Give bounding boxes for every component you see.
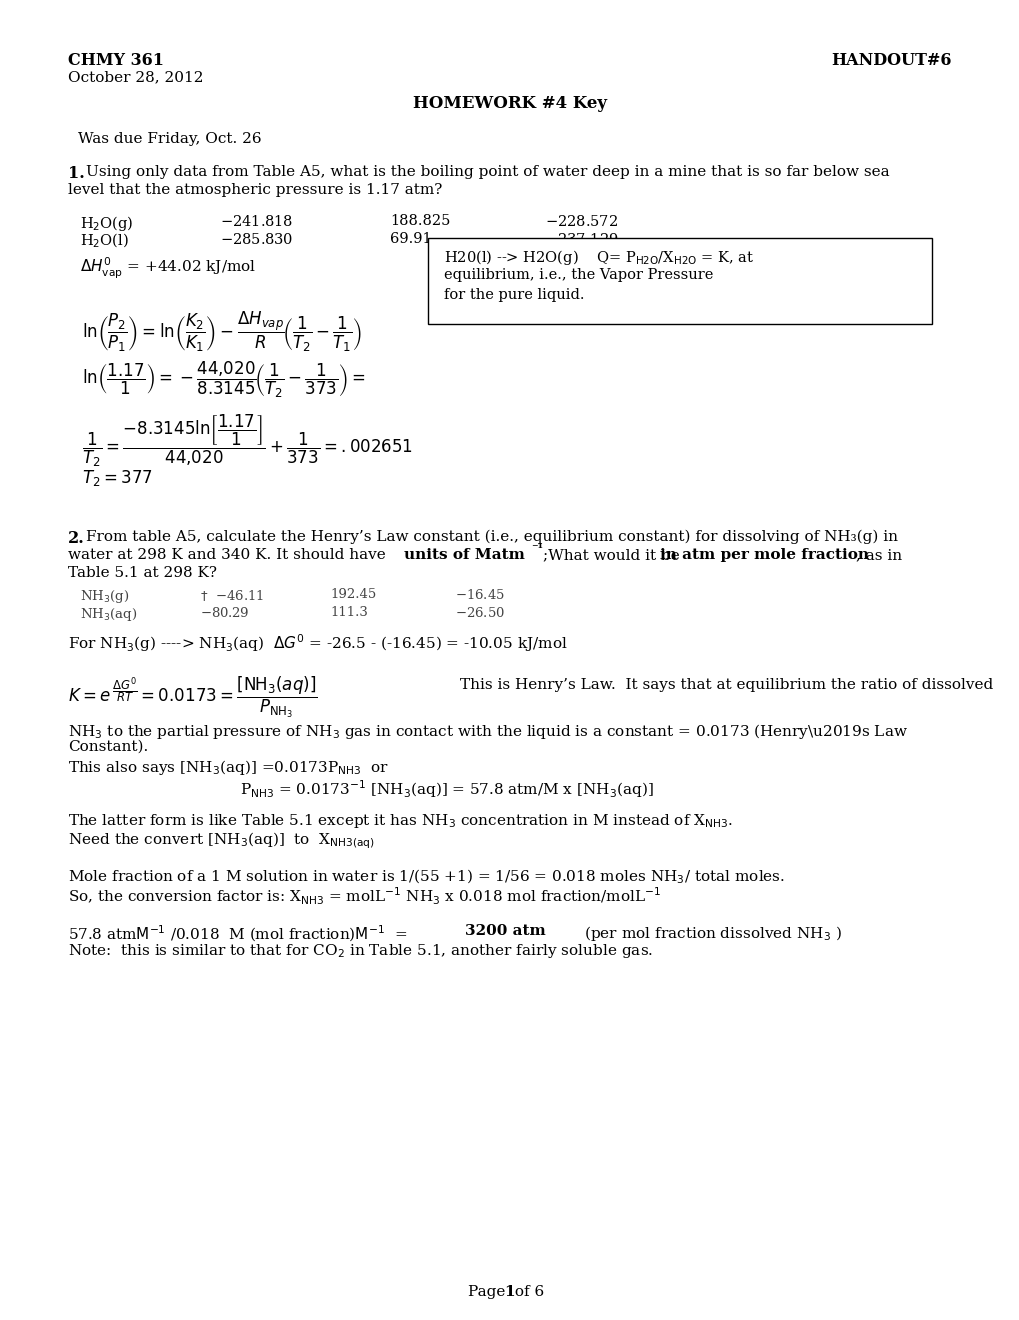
Text: This also says [NH$_3$(aq)] =0.0173P$_{\mathrm{NH3}}$  or: This also says [NH$_3$(aq)] =0.0173P$_{\… [68, 758, 388, 777]
Text: 188.825: 188.825 [389, 214, 450, 228]
Text: 1.: 1. [68, 165, 85, 182]
Text: $\ln\!\left(\dfrac{P_2}{P_1}\right) = \ln\!\left(\dfrac{K_2}{K_1}\right) - \dfra: $\ln\!\left(\dfrac{P_2}{P_1}\right) = \l… [82, 310, 362, 354]
Text: $\dagger$  $-$46.11: $\dagger$ $-$46.11 [200, 587, 264, 603]
Text: Mole fraction of a 1 M solution in water is 1/(55 +1) = 1/56 = 0.018 moles NH$_3: Mole fraction of a 1 M solution in water… [68, 869, 785, 887]
Text: $-$237.129: $-$237.129 [544, 232, 618, 247]
Text: units of Matm: units of Matm [404, 548, 525, 562]
Text: Constant).: Constant). [68, 741, 148, 754]
Text: $K = e^{\,\dfrac{\Delta G^0}{RT}} = 0.0173 = \dfrac{[\mathrm{NH}_3(aq)]}{P_{\mat: $K = e^{\,\dfrac{\Delta G^0}{RT}} = 0.01… [68, 675, 317, 721]
Text: H$_2$O(g): H$_2$O(g) [79, 214, 133, 234]
Text: So, the conversion factor is: X$_{\mathrm{NH3}}$ = molL$^{-1}$ NH$_3$ x 0.018 mo: So, the conversion factor is: X$_{\mathr… [68, 886, 660, 907]
Text: 3200 atm: 3200 atm [465, 924, 545, 939]
Text: of 6: of 6 [510, 1284, 544, 1299]
Text: $\dfrac{1}{T_2} = \dfrac{-8.3145\ln\!\left[\dfrac{1.17}{1}\right]}{44{,}020} + \: $\dfrac{1}{T_2} = \dfrac{-8.3145\ln\!\le… [82, 413, 413, 470]
Text: NH$_3$(g): NH$_3$(g) [79, 587, 129, 605]
Text: H20(l) --> H2O(g)    Q= P$_{\mathrm{H2O}}$/X$_{\mathrm{H2O}}$ = K, at: H20(l) --> H2O(g) Q= P$_{\mathrm{H2O}}$/… [443, 248, 754, 267]
Text: For NH$_3$(g) ----> NH$_3$(aq)  $\Delta G^0$ = -26.5 - (-16.45) = -10.05 kJ/mol: For NH$_3$(g) ----> NH$_3$(aq) $\Delta G… [68, 632, 568, 653]
Text: Need the convert [NH$_3$(aq)]  to  X$_{\mathrm{NH3(aq)}}$: Need the convert [NH$_3$(aq)] to X$_{\ma… [68, 830, 375, 850]
Text: $-$285.830: $-$285.830 [220, 232, 293, 247]
Text: 1: 1 [504, 1284, 515, 1299]
Text: The latter form is like Table 5.1 except it has NH$_3$ concentration in M instea: The latter form is like Table 5.1 except… [68, 812, 733, 830]
Text: 69.91: 69.91 [389, 232, 431, 246]
Text: for the pure liquid.: for the pure liquid. [443, 288, 584, 302]
Text: $-$241.818: $-$241.818 [220, 214, 293, 228]
Text: 2.: 2. [68, 531, 85, 546]
Text: Page: Page [468, 1284, 510, 1299]
Text: equilibrium, i.e., the Vapor Pressure: equilibrium, i.e., the Vapor Pressure [443, 268, 712, 282]
Text: level that the atmospheric pressure is 1.17 atm?: level that the atmospheric pressure is 1… [68, 183, 442, 197]
Text: $-$16.45: $-$16.45 [454, 587, 504, 602]
Text: From table A5, calculate the Henry’s Law constant (i.e., equilibrium constant) f: From table A5, calculate the Henry’s Law… [86, 531, 897, 544]
Text: in atm per mole fraction: in atm per mole fraction [659, 548, 868, 562]
Text: 57.8 atm$\mathrm{M}^{-1}$ /0.018  M (mol fraction)$\mathrm{M}^{-1}$  =: 57.8 atm$\mathrm{M}^{-1}$ /0.018 M (mol … [68, 924, 409, 944]
Text: $\ln\!\left(\dfrac{1.17}{1}\right) = -\dfrac{44{,}020}{8.3145}\!\left(\dfrac{1}{: $\ln\!\left(\dfrac{1.17}{1}\right) = -\d… [82, 360, 366, 400]
Text: Was due Friday, Oct. 26: Was due Friday, Oct. 26 [77, 132, 261, 147]
Text: $\Delta H^0_{\mathrm{vap}}$ = +44.02 kJ/mol: $\Delta H^0_{\mathrm{vap}}$ = +44.02 kJ/… [79, 256, 256, 281]
Text: P$_{\mathrm{NH3}}$ = 0.0173$^{-1}$ [NH$_3$(aq)] = 57.8 atm/M x [NH$_3$(aq)]: P$_{\mathrm{NH3}}$ = 0.0173$^{-1}$ [NH$_… [239, 777, 653, 800]
Text: , as in: , as in [855, 548, 901, 562]
FancyBboxPatch shape [428, 238, 931, 323]
Text: HOMEWORK #4 Key: HOMEWORK #4 Key [413, 95, 606, 112]
Text: This is Henry’s Law.  It says that at equilibrium the ratio of dissolved: This is Henry’s Law. It says that at equ… [460, 678, 993, 692]
Text: $T_2 = 377$: $T_2 = 377$ [82, 469, 153, 488]
Text: H$_2$O(l): H$_2$O(l) [79, 232, 128, 251]
Text: NH$_3$(aq): NH$_3$(aq) [79, 606, 138, 623]
Text: ;What would it be: ;What would it be [542, 548, 684, 562]
Text: Table 5.1 at 298 K?: Table 5.1 at 298 K? [68, 566, 217, 579]
Text: 111.3: 111.3 [330, 606, 368, 619]
Text: Using only data from Table A5, what is the boiling point of water deep in a mine: Using only data from Table A5, what is t… [86, 165, 889, 180]
Text: NH$_3$ to the partial pressure of NH$_3$ gas in contact with the liquid is a con: NH$_3$ to the partial pressure of NH$_3$… [68, 722, 907, 741]
Text: 192.45: 192.45 [330, 587, 376, 601]
Text: October 28, 2012: October 28, 2012 [68, 70, 204, 84]
Text: water at 298 K and 340 K. It should have: water at 298 K and 340 K. It should have [68, 548, 390, 562]
Text: (per mol fraction dissolved NH$_3$ ): (per mol fraction dissolved NH$_3$ ) [559, 924, 842, 942]
Text: ⁻¹: ⁻¹ [531, 543, 542, 554]
Text: Note:  this is similar to that for CO$_2$ in Table 5.1, another fairly soluble g: Note: this is similar to that for CO$_2$… [68, 942, 652, 960]
Text: $-$80.29: $-$80.29 [200, 606, 250, 620]
Text: HANDOUT#6: HANDOUT#6 [830, 51, 951, 69]
Text: CHMY 361: CHMY 361 [68, 51, 164, 69]
Text: $-$228.572: $-$228.572 [544, 214, 618, 228]
Text: $-$26.50: $-$26.50 [454, 606, 504, 620]
